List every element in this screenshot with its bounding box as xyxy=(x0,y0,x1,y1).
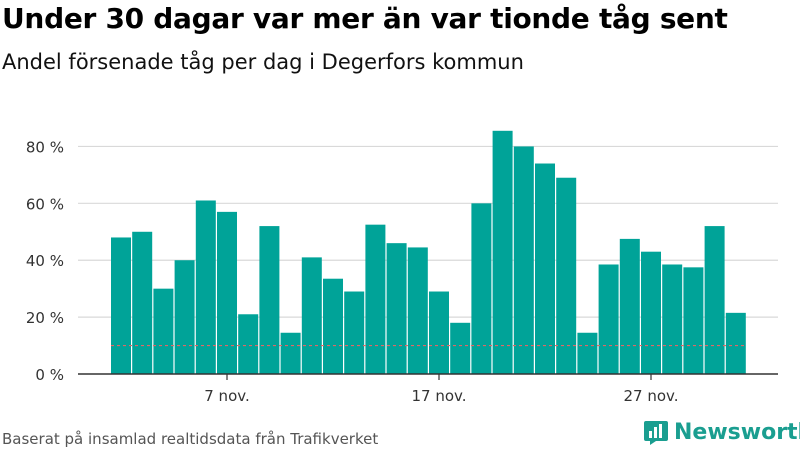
x-axis xyxy=(78,373,778,380)
y-tick-label: 80 % xyxy=(26,138,64,156)
x-tick-label: 17 nov. xyxy=(411,387,466,405)
chart-subtitle: Andel försenade tåg per dag i Degerfors … xyxy=(2,50,524,74)
grid-lines xyxy=(78,145,778,318)
bar xyxy=(704,226,725,374)
bar xyxy=(492,130,513,374)
bar xyxy=(217,211,237,374)
bar xyxy=(238,314,259,374)
bar xyxy=(386,243,407,374)
bar xyxy=(153,288,174,374)
bar xyxy=(556,177,577,374)
bar xyxy=(280,332,301,374)
chart-title: Under 30 dagar var mer än var tionde tåg… xyxy=(2,2,728,35)
source-note: Baserat på insamlad realtidsdata från Tr… xyxy=(2,430,379,448)
bar-chart-logo-icon xyxy=(644,421,668,445)
bar xyxy=(132,231,153,374)
bar xyxy=(429,291,449,374)
bar xyxy=(111,237,131,374)
bar xyxy=(365,224,386,374)
bar xyxy=(407,247,428,374)
bar xyxy=(619,238,640,374)
bar xyxy=(598,264,619,374)
brand-logo: Newsworthy xyxy=(644,419,800,445)
x-tick-label: 7 nov. xyxy=(204,387,249,405)
y-tick-label: 60 % xyxy=(26,195,64,213)
bar-chart: 0 % 20 % 40 % 60 % 80 % 7 nov. 17 nov. 27 nov. xyxy=(26,130,778,405)
x-tick-label: 27 nov. xyxy=(623,387,678,405)
bars xyxy=(111,130,746,374)
bar xyxy=(662,264,683,374)
bar xyxy=(450,322,471,374)
bar xyxy=(174,260,195,374)
y-tick-label: 20 % xyxy=(26,309,64,327)
bar xyxy=(683,267,704,374)
bar xyxy=(535,163,555,374)
bar xyxy=(513,146,534,374)
bar xyxy=(259,226,280,374)
bar xyxy=(323,278,343,374)
bar xyxy=(471,203,492,374)
bar xyxy=(301,257,322,374)
x-axis-tick-labels: 7 nov. 17 nov. 27 nov. xyxy=(204,387,678,405)
bar xyxy=(344,291,365,374)
brand-name: Newsworthy xyxy=(674,419,800,445)
y-tick-label: 0 % xyxy=(35,366,64,384)
y-axis-tick-labels: 0 % 20 % 40 % 60 % 80 % xyxy=(26,138,64,384)
bar xyxy=(577,332,598,374)
bar xyxy=(725,312,746,374)
bar xyxy=(195,200,216,374)
y-tick-label: 40 % xyxy=(26,252,64,270)
bar xyxy=(641,251,661,374)
